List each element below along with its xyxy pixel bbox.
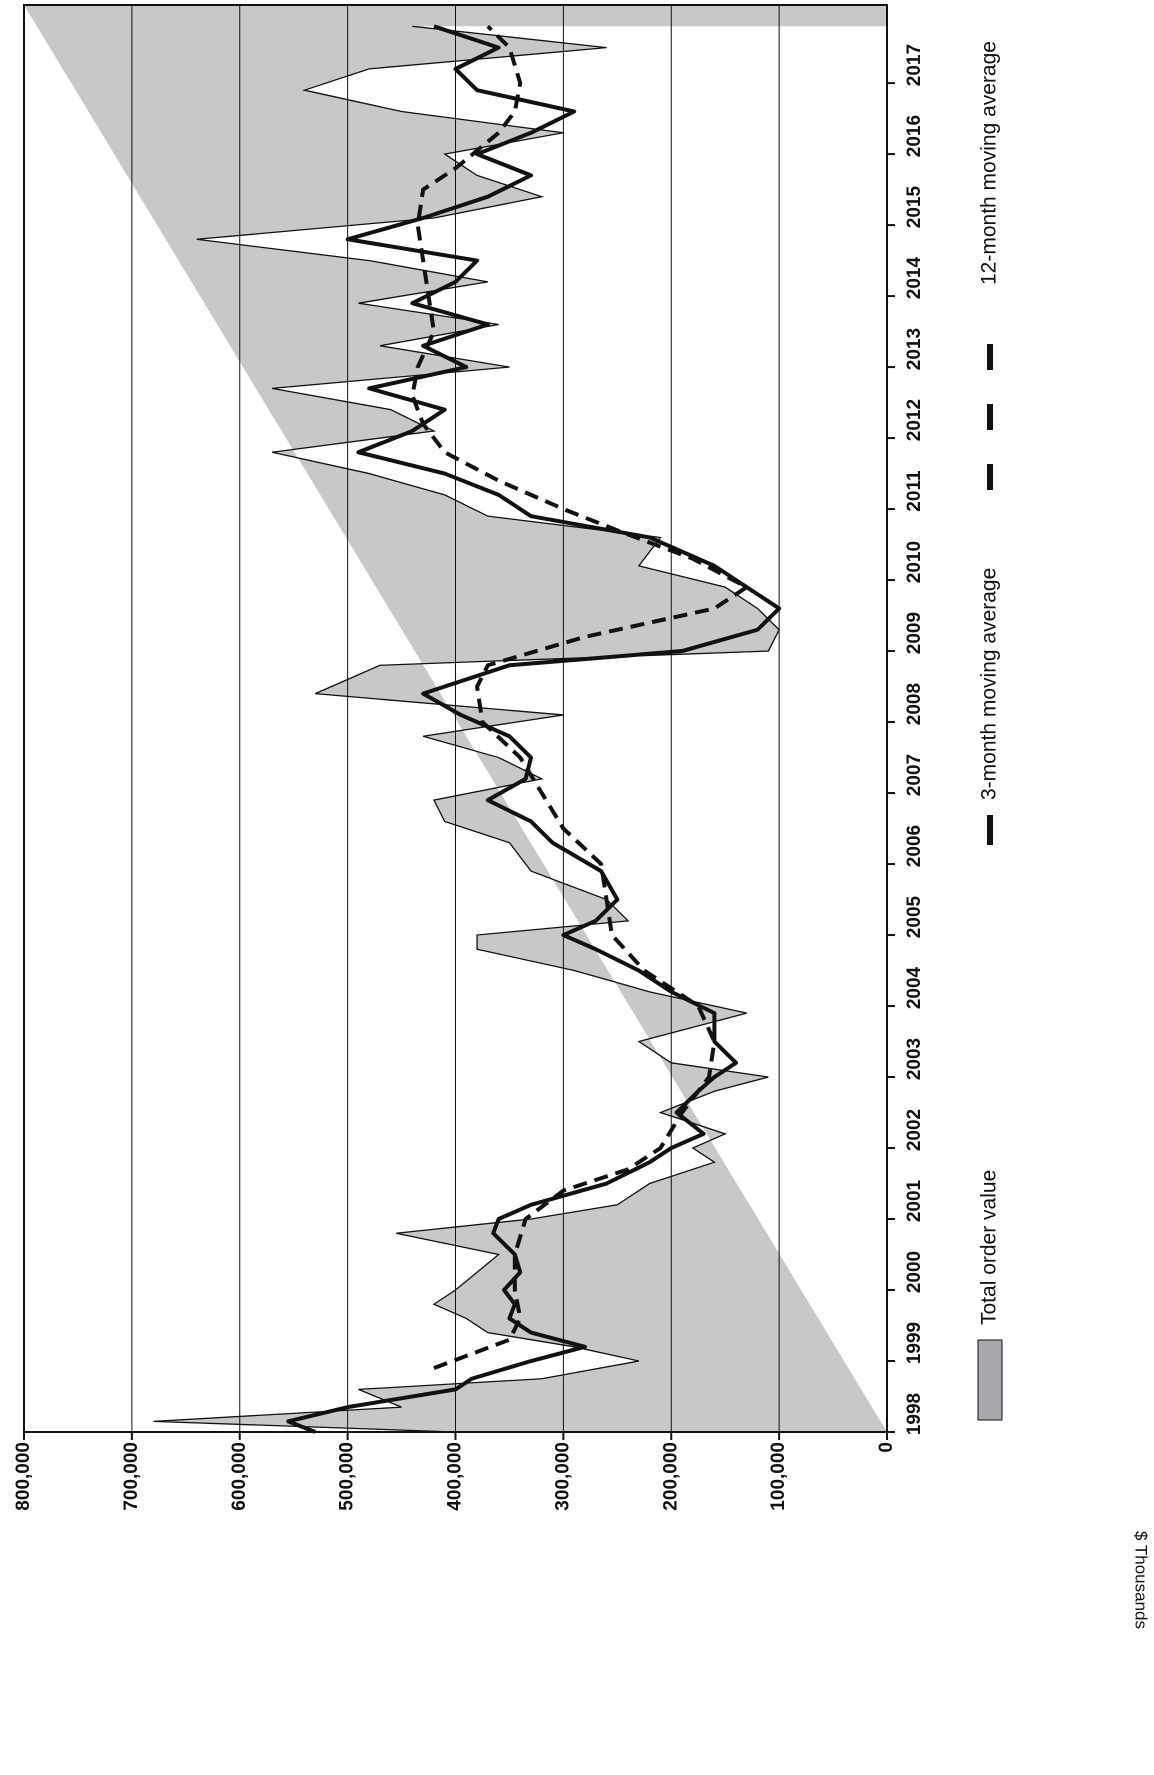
x-tick-label: 2001 bbox=[904, 1179, 925, 1222]
y-tick-label: 600,000 bbox=[229, 1442, 250, 1511]
legend-swatch bbox=[977, 1339, 1003, 1421]
x-tick-label: 2014 bbox=[904, 257, 925, 300]
x-tick-label: 2002 bbox=[904, 1109, 925, 1151]
y-tick-label: 200,000 bbox=[660, 1442, 681, 1511]
x-tick-label: 2013 bbox=[904, 328, 925, 370]
x-tick-label: 1999 bbox=[904, 1322, 925, 1364]
area-outline bbox=[153, 25, 780, 1433]
y-tick-label: 0 bbox=[876, 1442, 897, 1453]
x-tick-label: 2009 bbox=[904, 612, 925, 654]
x-tick-label: 2006 bbox=[904, 825, 925, 867]
legend-label: 12-month moving average bbox=[978, 41, 1001, 285]
line bbox=[410, 24, 751, 1370]
x-tick-label: 2010 bbox=[904, 541, 925, 583]
y-tick-label: 100,000 bbox=[768, 1442, 789, 1511]
y-axis-title: $ Thousands bbox=[1132, 1531, 1151, 1629]
x-tick-label: 2016 bbox=[904, 115, 925, 157]
rotated-chart: 0 100,000 200,000 300,000 400,000 500,000 600,… bbox=[13, 4, 1151, 1629]
x-tick-label: 2007 bbox=[904, 754, 925, 796]
y-tick-label: 700,000 bbox=[121, 1442, 142, 1511]
x-tick-label: 2003 bbox=[904, 1038, 925, 1080]
x-tick-label: 2008 bbox=[904, 683, 925, 725]
x-tick-label: 2004 bbox=[904, 966, 925, 1009]
y-tick-label: 800,000 bbox=[13, 1442, 34, 1511]
legend-label: 3-month moving average bbox=[978, 568, 1001, 800]
x-tick-label: 2000 bbox=[904, 1251, 925, 1293]
x-tick-label: 1998 bbox=[904, 1393, 925, 1435]
x-tick-label: 2015 bbox=[904, 186, 925, 229]
x-tick-label: 2012 bbox=[904, 399, 925, 441]
x-tick-label: 2011 bbox=[904, 470, 925, 512]
y-tick-label: 500,000 bbox=[337, 1442, 358, 1511]
x-tick-label: 2017 bbox=[904, 44, 925, 86]
legend-label: Total order value bbox=[978, 1170, 1001, 1325]
y-tick-label: 400,000 bbox=[445, 1442, 466, 1511]
y-tick-label: 300,000 bbox=[552, 1442, 573, 1511]
plot-frame bbox=[23, 4, 888, 1433]
x-tick-label: 2005 bbox=[904, 895, 925, 938]
